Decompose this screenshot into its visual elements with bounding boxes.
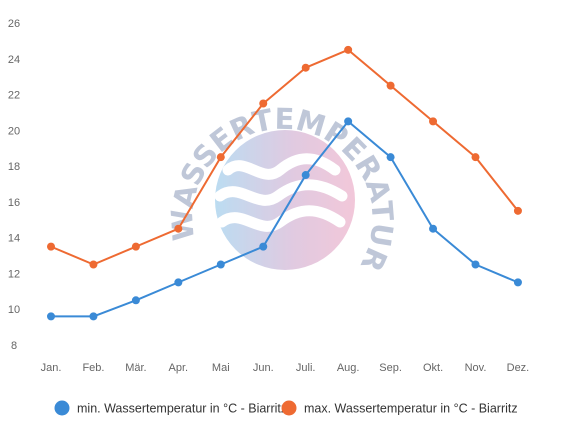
data-point[interactable] — [259, 99, 268, 108]
data-point[interactable] — [344, 45, 353, 54]
watermark-logo: WASSERTEMPERATUR.ORG — [0, 0, 400, 277]
data-point[interactable] — [344, 117, 353, 126]
y-tick-label: 14 — [8, 233, 20, 245]
y-tick-label: 22 — [8, 90, 20, 102]
x-tick-label: Mär. — [125, 362, 146, 374]
data-point[interactable] — [513, 278, 522, 287]
y-axis: 8 10 12 14 16 18 20 22 24 26 — [8, 18, 20, 352]
y-tick-label: 26 — [8, 18, 20, 30]
data-point[interactable] — [386, 153, 395, 162]
y-tick-label: 18 — [8, 161, 20, 173]
data-point[interactable] — [131, 296, 140, 305]
legend-marker[interactable] — [54, 400, 70, 416]
legend-label[interactable]: max. Wassertemperatur in °C - Biarritz — [304, 402, 518, 416]
x-tick-label: Feb. — [82, 362, 104, 374]
legend-label[interactable]: min. Wassertemperatur in °C - Biarritz — [77, 402, 287, 416]
y-tick-label: 20 — [8, 125, 20, 137]
data-point[interactable] — [259, 242, 268, 251]
data-point[interactable] — [47, 242, 55, 251]
x-tick-label: Apr. — [169, 362, 189, 374]
x-tick-label: Juli. — [296, 362, 316, 374]
y-tick-label: 8 — [11, 340, 17, 352]
data-point[interactable] — [301, 171, 310, 180]
data-point[interactable] — [301, 63, 310, 72]
data-point[interactable] — [513, 206, 522, 215]
plot-area — [47, 45, 522, 321]
x-tick-label: Okt. — [423, 362, 443, 374]
x-tick-label: Dez. — [507, 362, 530, 374]
data-point[interactable] — [429, 224, 438, 233]
x-tick-label: Jan. — [41, 362, 62, 374]
x-tick-label: Mai — [212, 362, 230, 374]
data-point[interactable] — [386, 81, 395, 90]
y-tick-label: 24 — [8, 54, 20, 66]
x-tick-label: Nov. — [465, 362, 487, 374]
legend-marker[interactable] — [281, 400, 297, 416]
x-tick-label: Sep. — [379, 362, 402, 374]
series-line-max — [50, 48, 519, 266]
data-point[interactable] — [471, 260, 480, 269]
y-tick-label: 16 — [8, 197, 20, 209]
data-point[interactable] — [471, 153, 480, 162]
data-point[interactable] — [216, 153, 225, 162]
x-axis: Jan. Feb. Mär. Apr. Mai Jun. Juli. Aug. Sep. Okt.… — [41, 362, 530, 374]
x-tick-label: Aug. — [337, 362, 360, 374]
x-tick-label: Jun. — [253, 362, 274, 374]
series-line-min — [51, 120, 519, 318]
data-point[interactable] — [174, 224, 183, 233]
y-tick-label: 12 — [8, 268, 20, 280]
data-point[interactable] — [131, 242, 140, 251]
data-point[interactable] — [216, 260, 225, 269]
data-point[interactable] — [89, 260, 98, 269]
legend: min. Wassertemperatur in °C - Biarritz ma… — [54, 400, 518, 416]
y-tick-label: 10 — [8, 304, 20, 316]
data-point[interactable] — [89, 312, 98, 321]
data-point[interactable] — [174, 278, 183, 287]
data-point[interactable] — [429, 117, 438, 126]
data-point[interactable] — [47, 312, 55, 321]
